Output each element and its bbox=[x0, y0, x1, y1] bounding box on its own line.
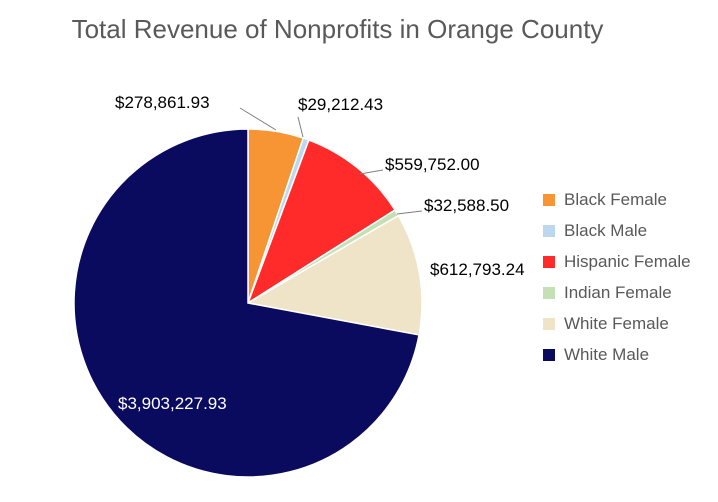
legend-item: Indian Female bbox=[543, 277, 691, 308]
leader-line bbox=[239, 107, 277, 131]
chart-title: Total Revenue of Nonprofits in Orange Co… bbox=[71, 14, 604, 44]
legend-swatch bbox=[543, 348, 555, 361]
legend-label: Black Female bbox=[564, 189, 667, 209]
data-label: $278,861.93 bbox=[115, 93, 210, 112]
legend-label: White Male bbox=[564, 344, 650, 364]
legend-label: White Female bbox=[564, 313, 669, 333]
legend-swatch bbox=[543, 317, 555, 330]
data-label: $29,212.43 bbox=[298, 95, 383, 114]
legend-label: Black Male bbox=[564, 220, 648, 240]
data-label: $3,903,227.93 bbox=[118, 394, 227, 413]
legend-swatch bbox=[543, 193, 555, 206]
legend-item: White Female bbox=[543, 308, 691, 339]
pie-slice-white-male bbox=[73, 128, 420, 478]
pie-slice-white-female bbox=[245, 214, 423, 336]
data-label: $612,793.24 bbox=[430, 260, 525, 279]
legend-swatch bbox=[543, 224, 555, 237]
legend-swatch bbox=[543, 255, 555, 268]
legend: Black Female Black Male Hispanic Female Ind… bbox=[543, 184, 691, 370]
leader-line bbox=[359, 169, 384, 175]
legend-label: Hispanic Female bbox=[564, 251, 691, 271]
leader-line bbox=[396, 210, 423, 215]
legend-swatch bbox=[543, 286, 555, 299]
legend-label: Indian Female bbox=[564, 282, 672, 302]
leader-line bbox=[297, 116, 304, 138]
legend-item: Black Male bbox=[543, 215, 691, 246]
legend-item: White Male bbox=[543, 339, 691, 370]
legend-item: Hispanic Female bbox=[543, 246, 691, 277]
data-label: $32,588.50 bbox=[424, 196, 509, 215]
pie-slice-hispanic-female bbox=[246, 139, 397, 305]
legend-item: Black Female bbox=[543, 184, 691, 215]
data-label: $559,752.00 bbox=[385, 155, 480, 174]
